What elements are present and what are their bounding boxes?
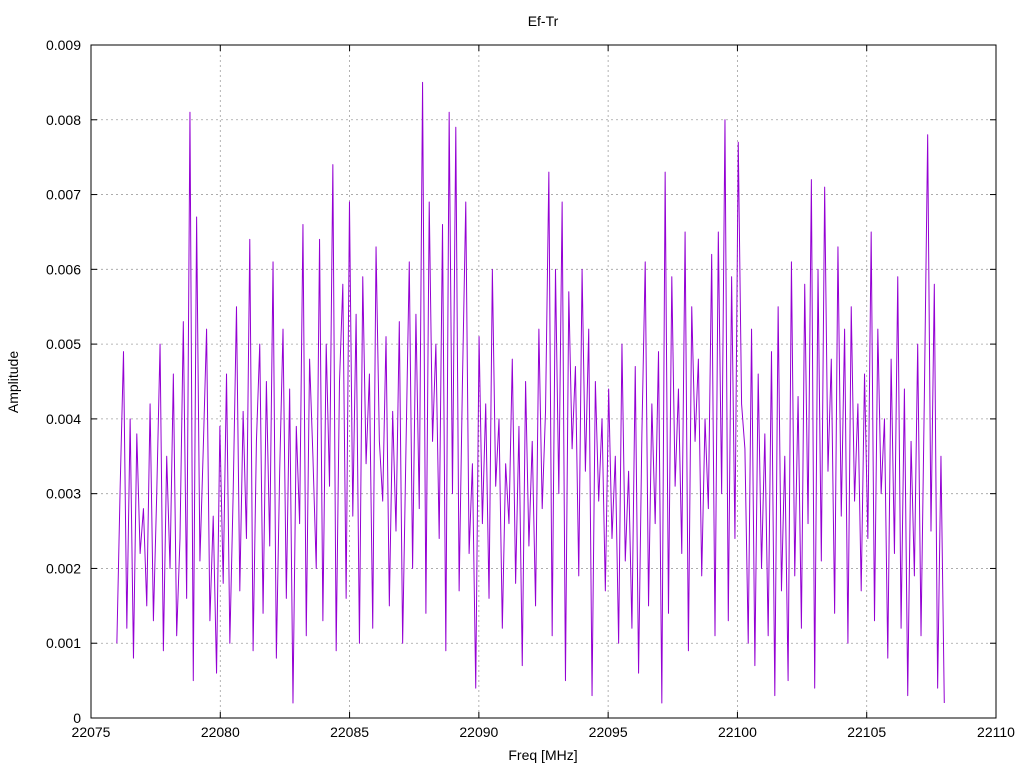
x-tick-label: 22080 <box>201 724 240 740</box>
x-tick-label: 22085 <box>330 724 369 740</box>
x-tick-label: 22075 <box>72 724 111 740</box>
x-tick-label: 22110 <box>977 724 1015 740</box>
y-tick-label: 0.005 <box>46 336 81 352</box>
y-tick-label: 0.003 <box>46 486 81 502</box>
y-tick-label: 0.008 <box>46 112 81 128</box>
grid-lines <box>91 45 996 718</box>
x-axis-title: Freq [MHz] <box>508 747 577 763</box>
plot-area-frame <box>90 44 997 719</box>
x-tick-label: 22090 <box>459 724 498 740</box>
y-tick-label: 0.004 <box>46 411 81 427</box>
y-tick-label: 0 <box>73 710 81 726</box>
x-tick-label: 22105 <box>847 724 886 740</box>
signal-series <box>116 81 945 704</box>
y-tick-label: 0.009 <box>46 37 81 53</box>
axis-ticks <box>90 44 997 719</box>
y-axis-title: Amplitude <box>5 351 21 413</box>
chart-title: Ef-Tr <box>528 13 559 29</box>
y-tick-label: 0.002 <box>46 560 81 576</box>
series-line-0 <box>116 81 945 704</box>
y-tick-labels: 0 0.001 0.002 0.003 0.004 0.005 0.006 0.007 0.00… <box>46 37 81 726</box>
y-tick-label: 0.001 <box>46 635 81 651</box>
y-tick-label: 0.006 <box>46 261 81 277</box>
y-tick-label: 0.007 <box>46 187 81 203</box>
x-tick-label: 22095 <box>589 724 628 740</box>
x-tick-label: 22100 <box>718 724 757 740</box>
x-tick-labels: 22075 22080 22085 22090 22095 22100 22105 22110 <box>72 724 1016 740</box>
